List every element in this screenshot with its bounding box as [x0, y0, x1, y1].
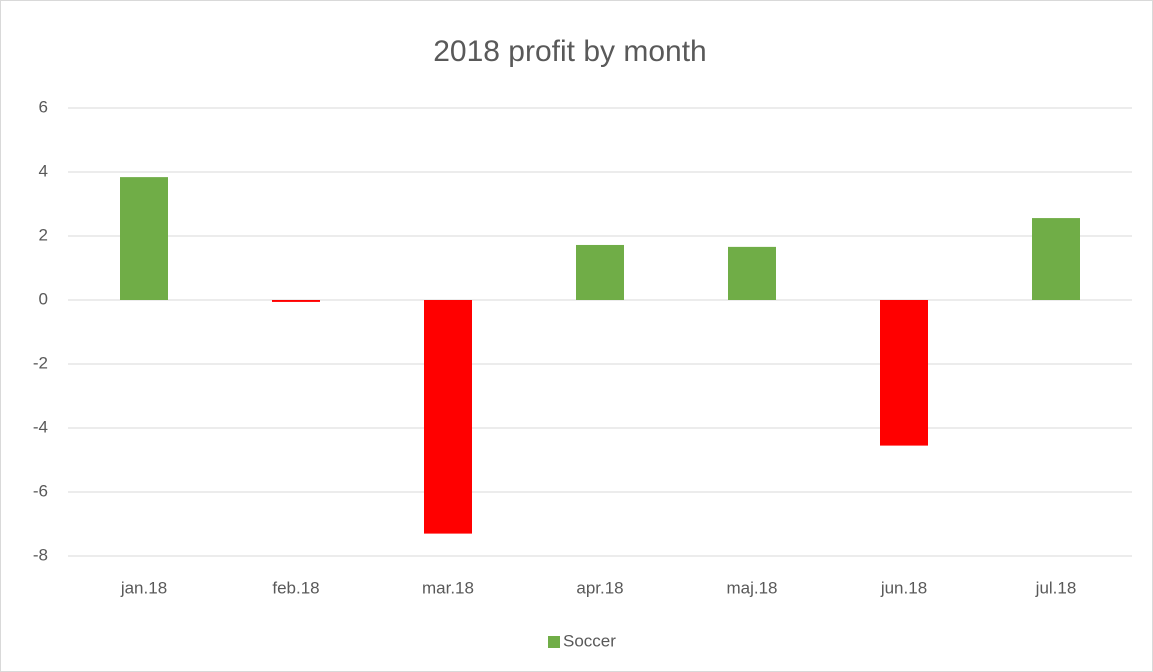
bar: [1032, 218, 1080, 300]
y-tick-label: 0: [39, 289, 48, 308]
x-tick-label: jul.18: [1035, 578, 1077, 597]
x-tick-label: apr.18: [576, 578, 623, 597]
x-tick-label: mar.18: [422, 578, 474, 597]
y-tick-label: -4: [33, 417, 48, 436]
bar: [576, 244, 624, 300]
x-tick-label: maj.18: [726, 578, 777, 597]
x-tick-label: feb.18: [272, 578, 319, 597]
legend-label: Soccer: [563, 631, 616, 650]
y-tick-label: 6: [39, 97, 48, 116]
bar: [424, 300, 472, 534]
chart-title: 2018 profit by month: [433, 35, 707, 68]
bar: [120, 177, 168, 300]
y-tick-label: 2: [39, 225, 48, 244]
bar: [728, 246, 776, 300]
bar: [272, 300, 320, 302]
legend-swatch: [548, 636, 560, 648]
bar: [880, 300, 928, 446]
y-tick-label: -6: [33, 481, 48, 500]
x-tick-label: jan.18: [120, 578, 167, 597]
y-tick-label: -2: [33, 353, 48, 372]
y-tick-label: -8: [33, 545, 48, 564]
x-tick-label: jun.18: [880, 578, 927, 597]
y-tick-label: 4: [39, 161, 48, 180]
